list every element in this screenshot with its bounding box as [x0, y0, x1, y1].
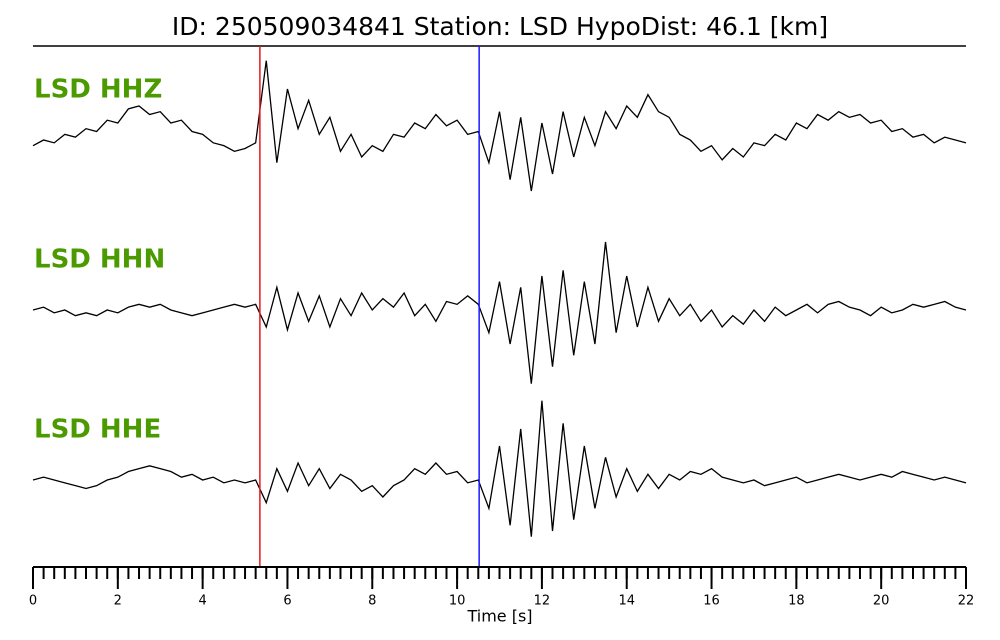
x-tick-label: 4 [198, 594, 206, 609]
trace-label: LSD HHN [34, 245, 165, 275]
x-tick-label: 2 [114, 594, 122, 609]
trace [32, 60, 967, 192]
x-tick-label: 8 [368, 594, 376, 609]
trace-label: LSD HHE [34, 415, 161, 445]
trace [32, 241, 967, 384]
x-tick-label: 20 [873, 594, 890, 609]
x-tick-label: 18 [788, 594, 805, 609]
x-tick-label: 16 [703, 594, 720, 609]
x-tick-label: 6 [283, 594, 291, 609]
trace [32, 400, 967, 537]
x-tick-label: 14 [618, 594, 635, 609]
chart-title: ID: 250509034841 Station: LSD HypoDist: … [172, 12, 828, 41]
trace-label: LSD HHZ [34, 75, 162, 105]
x-tick-label: 12 [534, 594, 551, 609]
x-tick-label: 0 [29, 594, 37, 609]
x-tick-label: 22 [958, 594, 975, 609]
x-axis-label: Time [s] [466, 607, 532, 626]
x-tick-label: 10 [449, 594, 466, 609]
